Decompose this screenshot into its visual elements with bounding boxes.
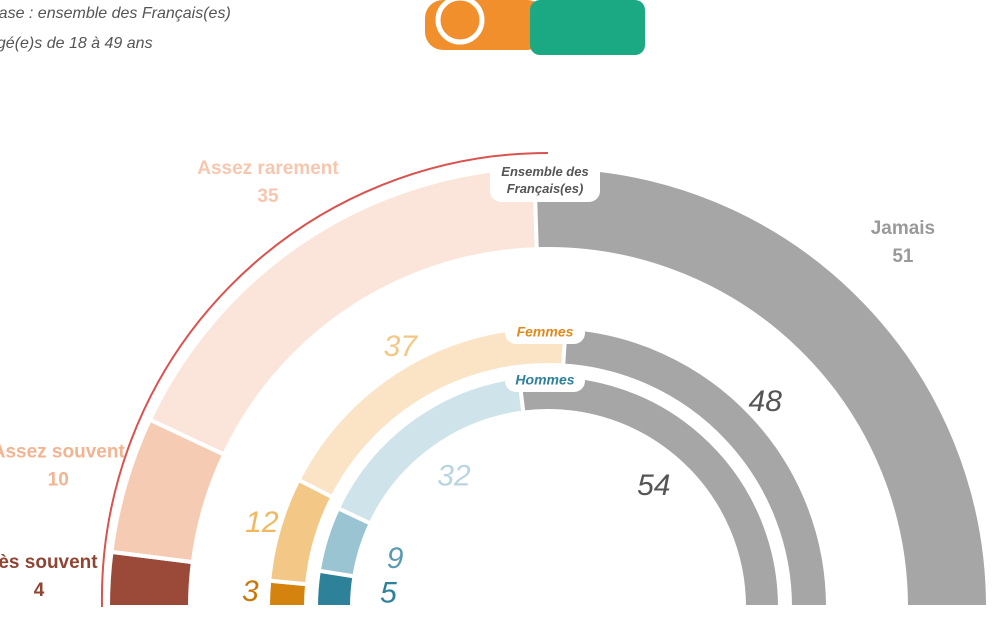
value-label: 9: [387, 542, 404, 575]
value-label: 54: [637, 469, 670, 502]
value-label: 32: [437, 459, 471, 492]
decoration: [425, 0, 645, 55]
ring-name: Ensemble des Français(es): [501, 165, 588, 197]
ring-segment: [516, 373, 783, 609]
category-label: Jamais: [871, 218, 935, 239]
value-label: 10: [48, 470, 69, 491]
illustration-hand: [425, 0, 545, 50]
ring-name: Femmes: [517, 324, 574, 340]
value-label: 51: [892, 246, 914, 267]
value-label: 4: [34, 580, 45, 601]
decor-arc: [100, 152, 549, 608]
ring-segment: [561, 325, 831, 609]
category-label: Très souvent: [0, 552, 98, 573]
ring-name-box: [505, 322, 585, 344]
value-label: 5: [380, 576, 397, 609]
ring-name-box: [490, 160, 600, 202]
ring-segment: [532, 165, 991, 609]
value-label: 12: [245, 506, 279, 539]
ring-name-box: [505, 370, 585, 392]
subtitle: Base : ensemble des Français(es): [0, 5, 231, 22]
category-label: Assez rarement: [197, 158, 339, 179]
value-label: 37: [384, 330, 419, 363]
value-label: 48: [749, 385, 783, 418]
value-label: 35: [257, 186, 279, 207]
value-label: 3: [242, 575, 259, 608]
category-label: Assez souvent: [0, 442, 125, 463]
subtitle: âgé(e)s de 18 à 49 ans: [0, 35, 153, 52]
illustration-sleeve: [530, 0, 645, 55]
illustration-pill: [435, 0, 485, 45]
ring-name: Hommes: [515, 372, 574, 388]
